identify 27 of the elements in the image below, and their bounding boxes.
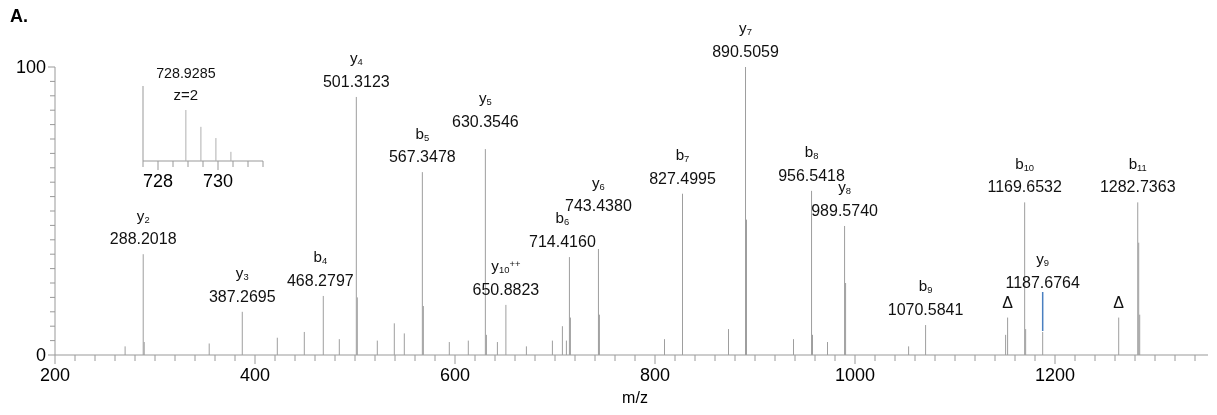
chart-title: A. xyxy=(10,6,28,26)
x-tick-label: 1000 xyxy=(834,365,876,386)
annotation: y$_{6}$ 743.4380 xyxy=(565,173,632,215)
annotation: b$_{9}$ 1070.5841 xyxy=(887,277,964,319)
annotation: b$_{10}$ 1169.6532 xyxy=(987,154,1062,196)
annotation: y$_{3}$ 387.2695 xyxy=(208,264,276,305)
x-tick-label: 200 xyxy=(39,365,71,386)
x-tick-label: 400 xyxy=(239,365,271,386)
annotation: Δ xyxy=(1113,293,1125,311)
x-tick-label: 800 xyxy=(639,365,671,386)
x-tick-label: 1200 xyxy=(1034,365,1076,386)
x-tick-label: 730 xyxy=(202,171,234,192)
x-tick-label: 728 xyxy=(142,171,174,192)
annotation: y$_{7}$ 890.5059 xyxy=(712,19,779,60)
annotation: Δ xyxy=(1002,293,1014,311)
annotation: y$_{9}$ 1187.6764 xyxy=(1005,250,1080,291)
annotation: y$_{2}$ 288.2018 xyxy=(109,206,177,248)
y-tick-label: 100 xyxy=(15,57,46,78)
annotation: b$_{4}$ 468.2797 xyxy=(286,248,354,289)
x-tick-label: 600 xyxy=(439,365,471,386)
x-axis-title: m/z xyxy=(622,389,648,406)
y-tick-label: 0 xyxy=(35,345,46,366)
annotation: b$_{11}$ 1282.7363 xyxy=(1099,154,1176,196)
annotation: y$_{4}$ 501.3123 xyxy=(322,49,390,90)
annotation: y$_{5}$ 630.3546 xyxy=(451,88,519,130)
annotation: b$_{7}$ 827.4995 xyxy=(649,146,716,187)
annotation: 728.9285 z=2 xyxy=(156,64,216,103)
